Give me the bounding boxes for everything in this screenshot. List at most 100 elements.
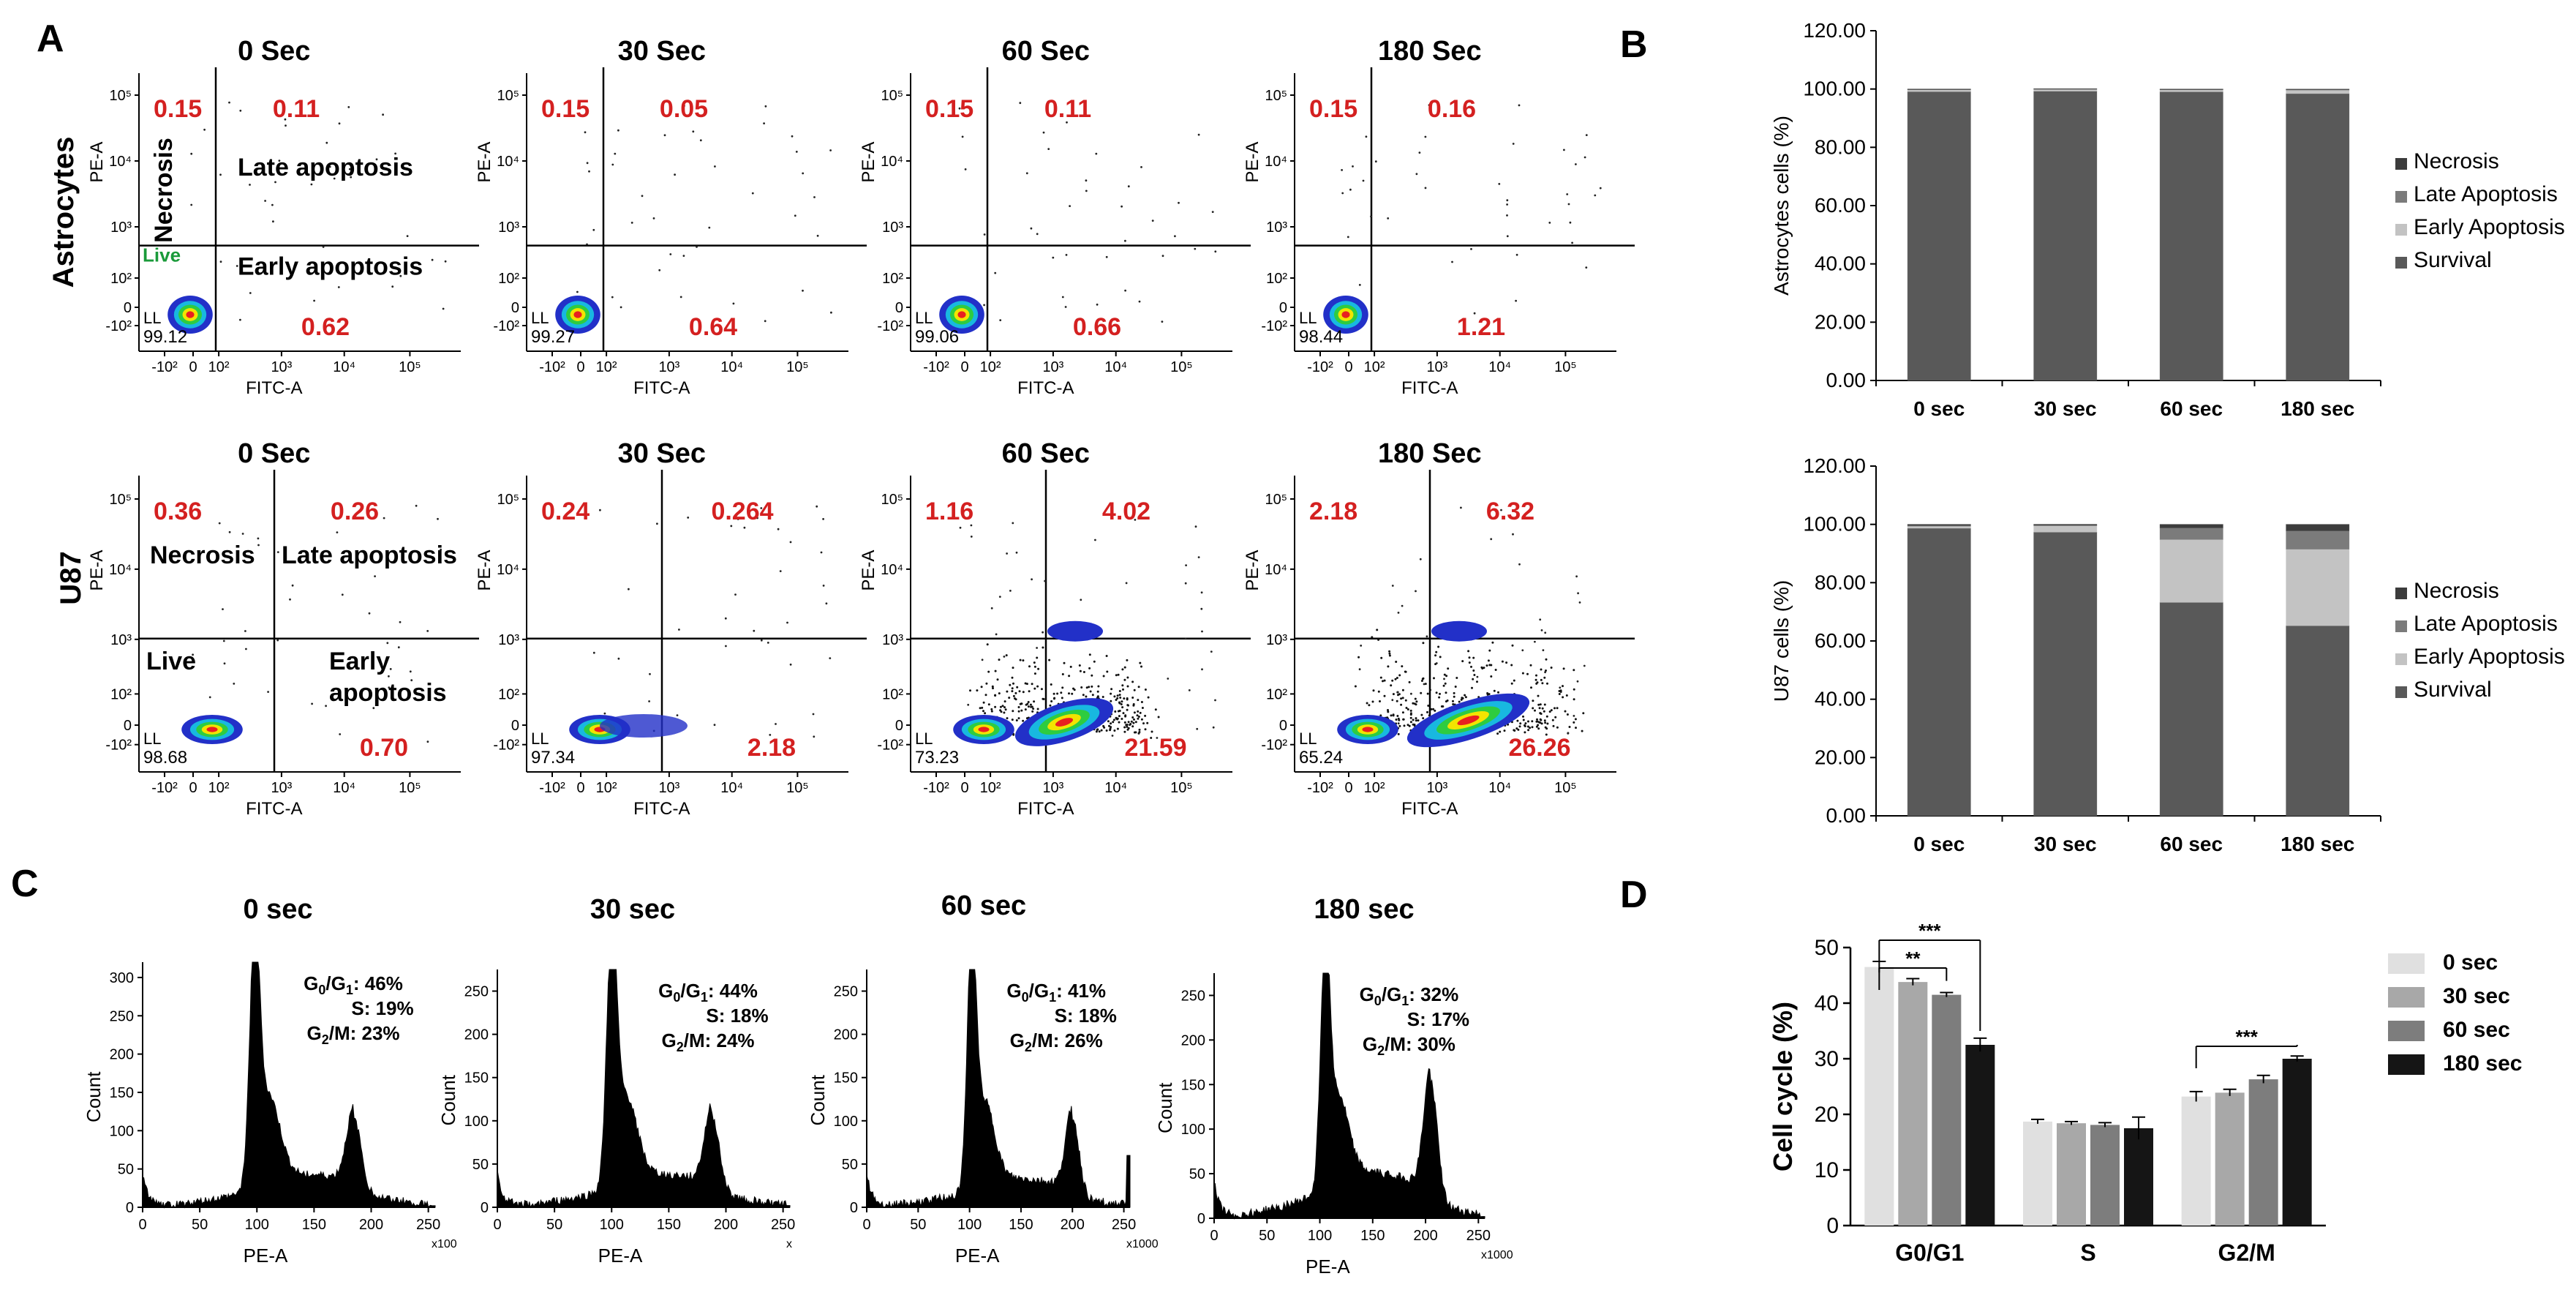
event-dot <box>219 260 222 263</box>
y-tick-label: 50 <box>1189 1166 1205 1182</box>
event-dot <box>1137 716 1140 718</box>
y-tick-label: 30 <box>1815 1047 1839 1071</box>
y-tick-label: 20 <box>1815 1103 1839 1127</box>
event-dot <box>1426 635 1428 638</box>
quadrant-ll-value: 99.27 <box>531 327 575 347</box>
event-dot <box>1451 260 1453 263</box>
event-dot <box>1422 717 1425 720</box>
bar-survival <box>2159 91 2223 381</box>
y-tick-label: 10⁵ <box>497 88 519 104</box>
y-tick-label: 10³ <box>498 632 519 648</box>
legend-swatch <box>2388 1021 2425 1041</box>
quadrant-ll-label: LL <box>143 729 161 748</box>
event-dot <box>1121 706 1124 709</box>
event-dot <box>1452 699 1454 702</box>
event-dot <box>257 537 260 540</box>
bar-early-apoptosis <box>1907 525 1971 529</box>
event-dot <box>1415 703 1417 706</box>
event-dot <box>1118 721 1121 724</box>
event-dot <box>1545 733 1548 736</box>
bar-necrosis <box>2159 524 2223 528</box>
event-dot <box>1461 697 1464 699</box>
event-dot <box>1488 664 1491 667</box>
event-dot <box>1028 690 1031 693</box>
event-dot <box>1116 694 1119 697</box>
y-tick-label: 10³ <box>110 632 132 648</box>
event-dot <box>339 733 342 735</box>
annotation-g2m-value: 24% <box>716 1029 754 1051</box>
legend-label: Late Apoptosis <box>2414 612 2558 636</box>
event-dot <box>753 629 756 632</box>
quadrant-ll-value: 98.68 <box>143 748 187 768</box>
event-dot <box>985 682 988 685</box>
event-dot <box>1096 690 1099 693</box>
y-tick-label: 250 <box>834 984 858 1000</box>
event-dot <box>1439 656 1442 659</box>
event-dot <box>1121 668 1124 671</box>
event-dot <box>1542 649 1545 652</box>
annotation-g0g1-value: 44% <box>720 980 758 1002</box>
significance-bracket: *** <box>2195 1026 2298 1068</box>
event-dot <box>1106 670 1109 673</box>
event-dot <box>1085 179 1088 182</box>
event-dot <box>1536 681 1539 684</box>
significance-label: *** <box>2235 1026 2258 1048</box>
x-tick-label: 10³ <box>271 780 292 796</box>
event-dot <box>1445 691 1447 694</box>
event-dot <box>1417 719 1420 722</box>
x-scale-label: x <box>786 1238 792 1250</box>
event-dot <box>1472 669 1475 672</box>
event-dot <box>1497 691 1499 694</box>
x-tick-label: 0 <box>189 359 197 375</box>
event-dot <box>1460 506 1462 509</box>
quadrant-ll-value: 73.23 <box>915 748 959 768</box>
event-dot <box>1546 682 1548 685</box>
event-dot <box>1518 725 1521 728</box>
event-dot <box>190 152 193 155</box>
event-dot <box>1387 665 1390 668</box>
density-core-4 <box>206 727 218 732</box>
legend-label: 180 sec <box>2443 1051 2522 1076</box>
event-dot <box>1562 696 1564 699</box>
histogram-title: 0 sec <box>243 894 312 925</box>
x-tick-label: 10⁴ <box>720 780 743 796</box>
x-tick-label: 10⁴ <box>333 780 355 796</box>
x-tick-label: 10⁵ <box>1554 780 1577 796</box>
event-dot <box>1406 708 1409 710</box>
event-dot <box>389 668 392 670</box>
event-dot <box>341 593 344 596</box>
legend-label: 30 sec <box>2443 984 2510 1008</box>
event-dot <box>1068 692 1070 695</box>
y-axis-label: Count <box>807 1074 829 1125</box>
event-dot <box>987 670 990 673</box>
event-dot <box>1371 700 1374 703</box>
event-dot <box>1455 677 1458 679</box>
event-dot <box>1085 686 1088 689</box>
event-dot <box>1426 710 1428 713</box>
event-dot <box>1529 727 1532 729</box>
x-tick-label: 0 <box>960 359 968 375</box>
event-dot <box>1428 104 1431 107</box>
y-axis-label: PE-A <box>1243 550 1262 591</box>
event-dot <box>1147 696 1150 699</box>
event-dot <box>1415 590 1417 593</box>
event-dot <box>391 285 394 288</box>
event-dot <box>769 734 772 736</box>
x-tick-label: 100 <box>600 1217 624 1233</box>
event-dot <box>1401 689 1404 691</box>
event-dot <box>1139 711 1142 714</box>
event-dot <box>1019 659 1022 661</box>
x-tick-label: 150 <box>657 1217 681 1233</box>
event-dot <box>1501 660 1504 663</box>
event-dot <box>980 686 983 689</box>
dot-plot-u87-2: 10⁵ 10⁴ 10³ 10² 0 -10² -10² 0 10² 10³ 10⁴ 10⁵ FITC-A… <box>859 438 1251 819</box>
event-dot <box>979 707 982 710</box>
event-dot <box>1402 718 1405 721</box>
event-dot <box>714 165 716 168</box>
x-tick-label: G2/M <box>2218 1239 2275 1266</box>
event-dot <box>383 517 385 519</box>
event-dot <box>692 130 695 133</box>
event-dot <box>1575 163 1577 165</box>
event-dot <box>1123 697 1126 700</box>
event-dot <box>1566 713 1569 716</box>
